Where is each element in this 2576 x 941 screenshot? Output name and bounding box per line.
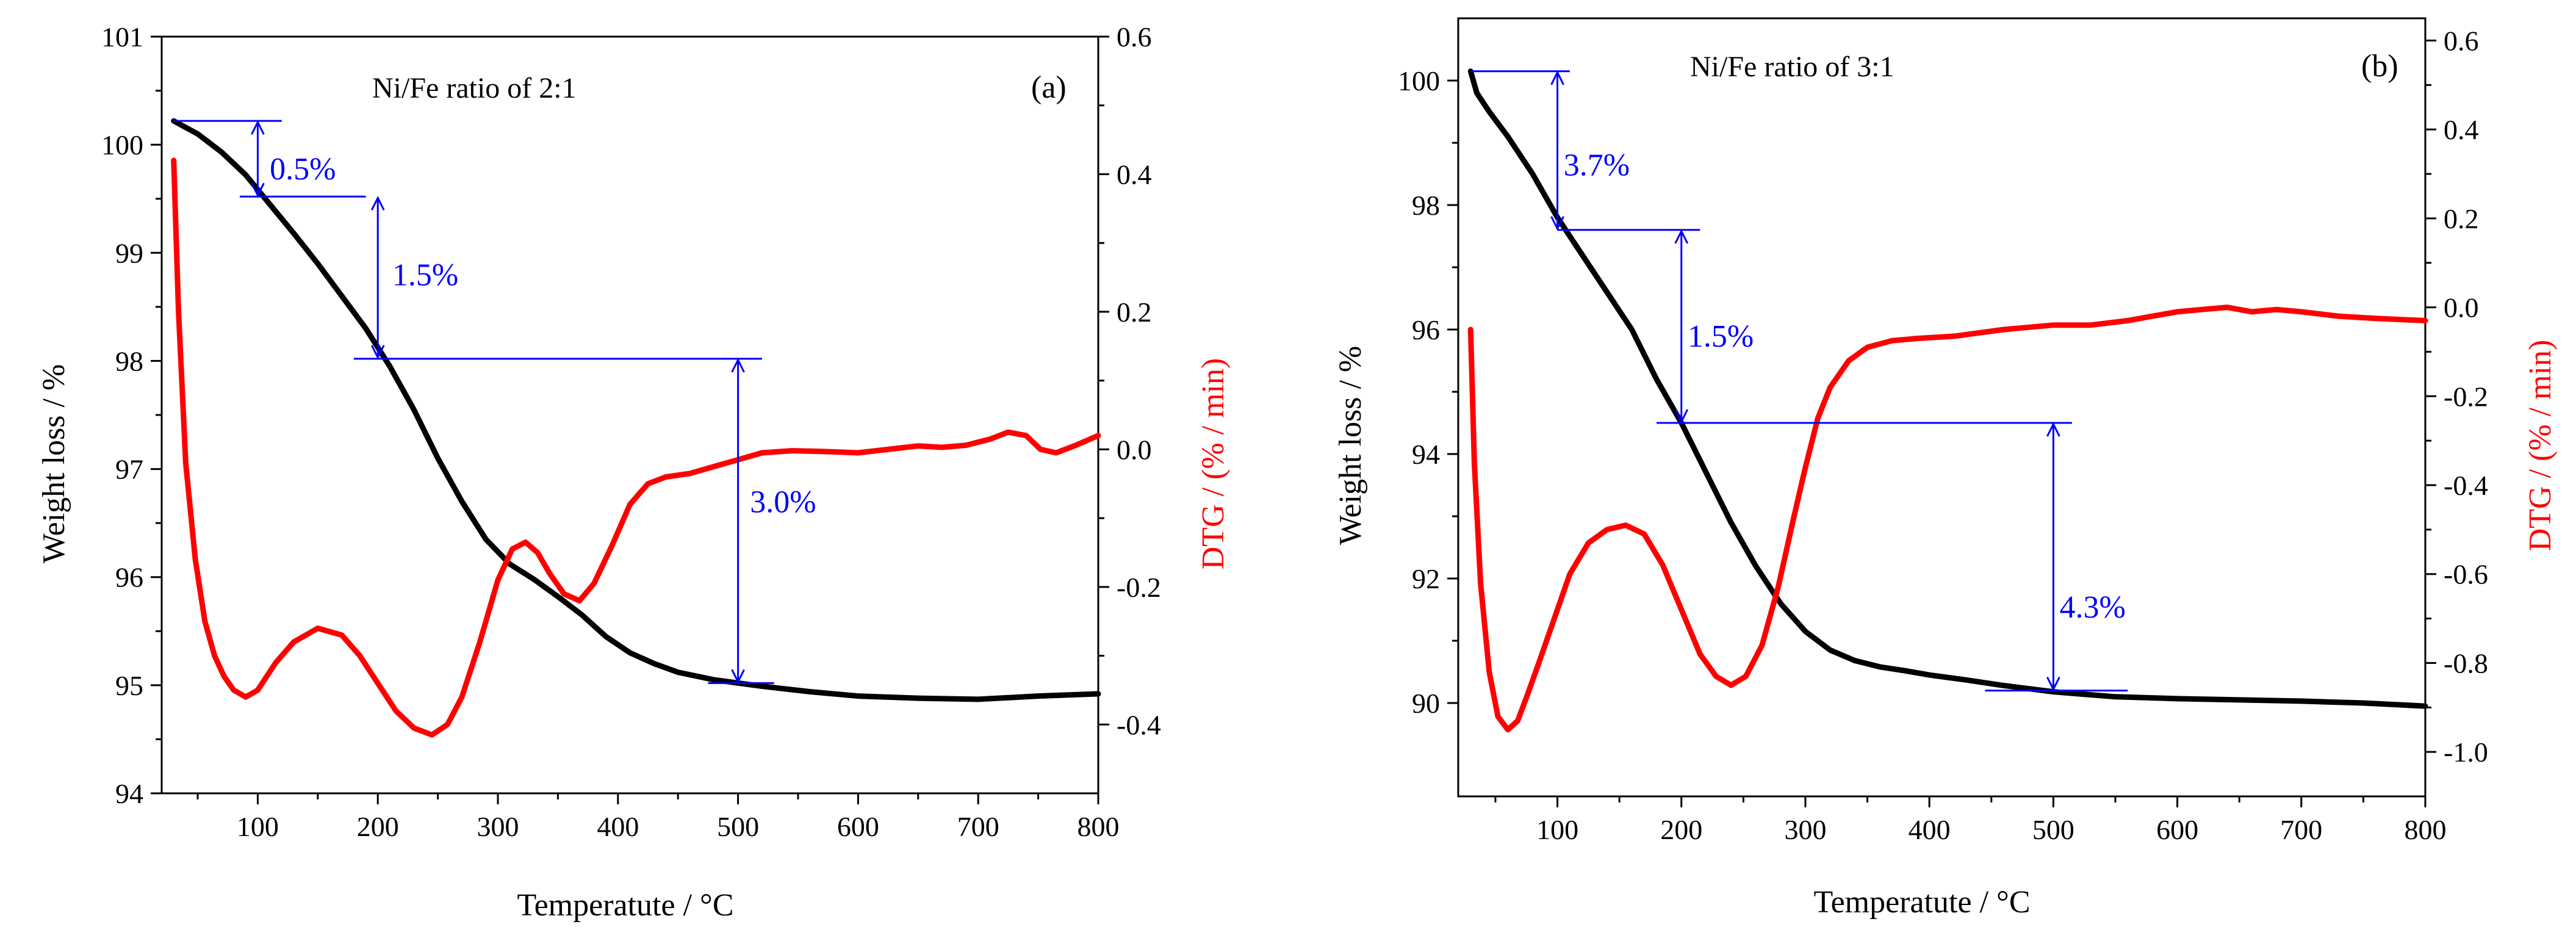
x-axis-title-a: Temperatute / °C (517, 888, 733, 923)
x-tick-label-a: 600 (837, 811, 879, 842)
weight-loss-series-line-a (171, 118, 1101, 702)
annotation-arrowhead-down-b (1550, 216, 1564, 231)
annotation-arrowhead-up-a (370, 195, 385, 211)
y-tick-label-right-b: -1.0 (2444, 737, 2488, 768)
panel-label-b: (b) (2361, 49, 2398, 84)
annotation-arrowhead-up-b (1674, 229, 1689, 244)
annotation-arrowhead-down-a (731, 669, 745, 684)
x-tick-label-b: 500 (2032, 814, 2074, 845)
y-tick-label-left-a: 99 (115, 237, 143, 269)
y-tick-label-left-b: 100 (1398, 65, 1440, 96)
annotation-label-b: 1.5% (1688, 319, 1754, 354)
y-tick-label-right-a: 0.2 (1117, 297, 1152, 328)
annotation-arrowhead-down-a (251, 182, 265, 198)
annotation-label-a: 1.5% (392, 258, 458, 293)
x-tick-label-b: 200 (1660, 814, 1702, 845)
y-tick-label-left-a: 98 (115, 345, 143, 377)
x-tick-label-b: 400 (1909, 814, 1951, 845)
x-tick-label-a: 700 (957, 811, 999, 842)
plot-frame-a (160, 35, 1099, 795)
x-tick-label-b: 600 (2156, 814, 2198, 845)
dtg-series-line-b (1467, 305, 2428, 733)
y-tick-label-right-b: -0.2 (2444, 381, 2488, 412)
panel-title-a: Ni/Fe ratio of 2:1 (372, 72, 577, 104)
panel-title-b: Ni/Fe ratio of 3:1 (1690, 51, 1894, 83)
x-tick-label-a: 300 (477, 811, 519, 842)
y-axis-title-right-a: DTG / (% / min) (1196, 358, 1231, 570)
annotation-arrowhead-down-a (370, 345, 385, 360)
x-tick-label-a: 200 (357, 811, 399, 842)
x-tick-label-b: 700 (2280, 814, 2322, 845)
y-tick-label-right-b: -0.8 (2444, 647, 2488, 679)
x-tick-label-b: 300 (1784, 814, 1826, 845)
y-tick-label-left-a: 101 (101, 21, 143, 52)
y-tick-label-right-a: 0.0 (1117, 434, 1152, 465)
y-tick-label-right-a: -0.2 (1117, 572, 1161, 603)
annotation-arrowhead-up-a (251, 120, 265, 135)
y-tick-label-left-a: 94 (115, 778, 143, 809)
chart-panel-a: Weight loss / % DTG / (% / min) Temperat… (37, 21, 1231, 923)
x-tick-label-a: 800 (1078, 811, 1120, 842)
chart-panel-b: Weight loss / % DTG / (% / min) Temperat… (1333, 17, 2558, 920)
annotation-label-a: 0.5% (270, 152, 336, 187)
y-tick-label-right-b: 0.2 (2444, 203, 2479, 234)
y-tick-label-left-b: 92 (1412, 563, 1440, 594)
x-tick-label-b: 100 (1536, 814, 1578, 845)
annotation-arrowhead-up-b (1550, 70, 1564, 85)
y-tick-label-right-a: -0.4 (1117, 709, 1161, 740)
annotation-arrowhead-down-b (1674, 409, 1689, 424)
y-tick-label-right-b: -0.4 (2444, 470, 2488, 501)
panel-label-a: (a) (1031, 70, 1067, 105)
y-tick-label-left-b: 94 (1412, 439, 1440, 470)
y-tick-label-left-b: 98 (1412, 190, 1440, 221)
x-tick-label-a: 400 (597, 811, 639, 842)
annotation-arrowhead-up-a (731, 358, 745, 373)
y-tick-label-left-b: 90 (1412, 688, 1440, 719)
y-axis-title-left-a: Weight loss / % (37, 364, 71, 564)
annotation-arrowhead-up-b (2046, 422, 2060, 437)
annotation-label-b: 4.3% (2060, 590, 2126, 625)
dtg-series-line-a (171, 157, 1101, 738)
y-tick-label-left-a: 97 (115, 454, 143, 485)
y-axis-title-right-b: DTG / (% / min) (2523, 340, 2558, 552)
annotation-label-a: 3.0% (750, 485, 816, 520)
annotation-arrowhead-down-b (2046, 676, 2060, 691)
x-tick-label-a: 100 (237, 811, 279, 842)
y-tick-label-left-a: 95 (115, 670, 143, 701)
x-tick-label-a: 500 (717, 811, 759, 842)
plot-frame-b (1457, 17, 2427, 798)
y-tick-label-left-b: 96 (1412, 314, 1440, 345)
y-tick-label-left-a: 96 (115, 562, 143, 593)
y-tick-label-right-b: 0.0 (2444, 292, 2479, 323)
x-axis-title-b: Temperatute / °C (1813, 885, 2030, 920)
y-tick-label-right-a: 0.4 (1117, 159, 1152, 190)
y-tick-label-left-a: 100 (101, 129, 143, 160)
x-tick-label-b: 800 (2405, 814, 2447, 845)
weight-loss-series-line-b (1467, 68, 2428, 709)
annotation-label-b: 3.7% (1564, 148, 1630, 183)
y-axis-title-left-b: Weight loss / % (1333, 346, 1368, 546)
y-tick-label-right-b: 0.6 (2444, 25, 2479, 56)
y-tick-label-right-a: 0.6 (1117, 21, 1152, 52)
y-tick-label-right-b: -0.6 (2444, 559, 2488, 590)
y-tick-label-right-b: 0.4 (2444, 114, 2479, 145)
